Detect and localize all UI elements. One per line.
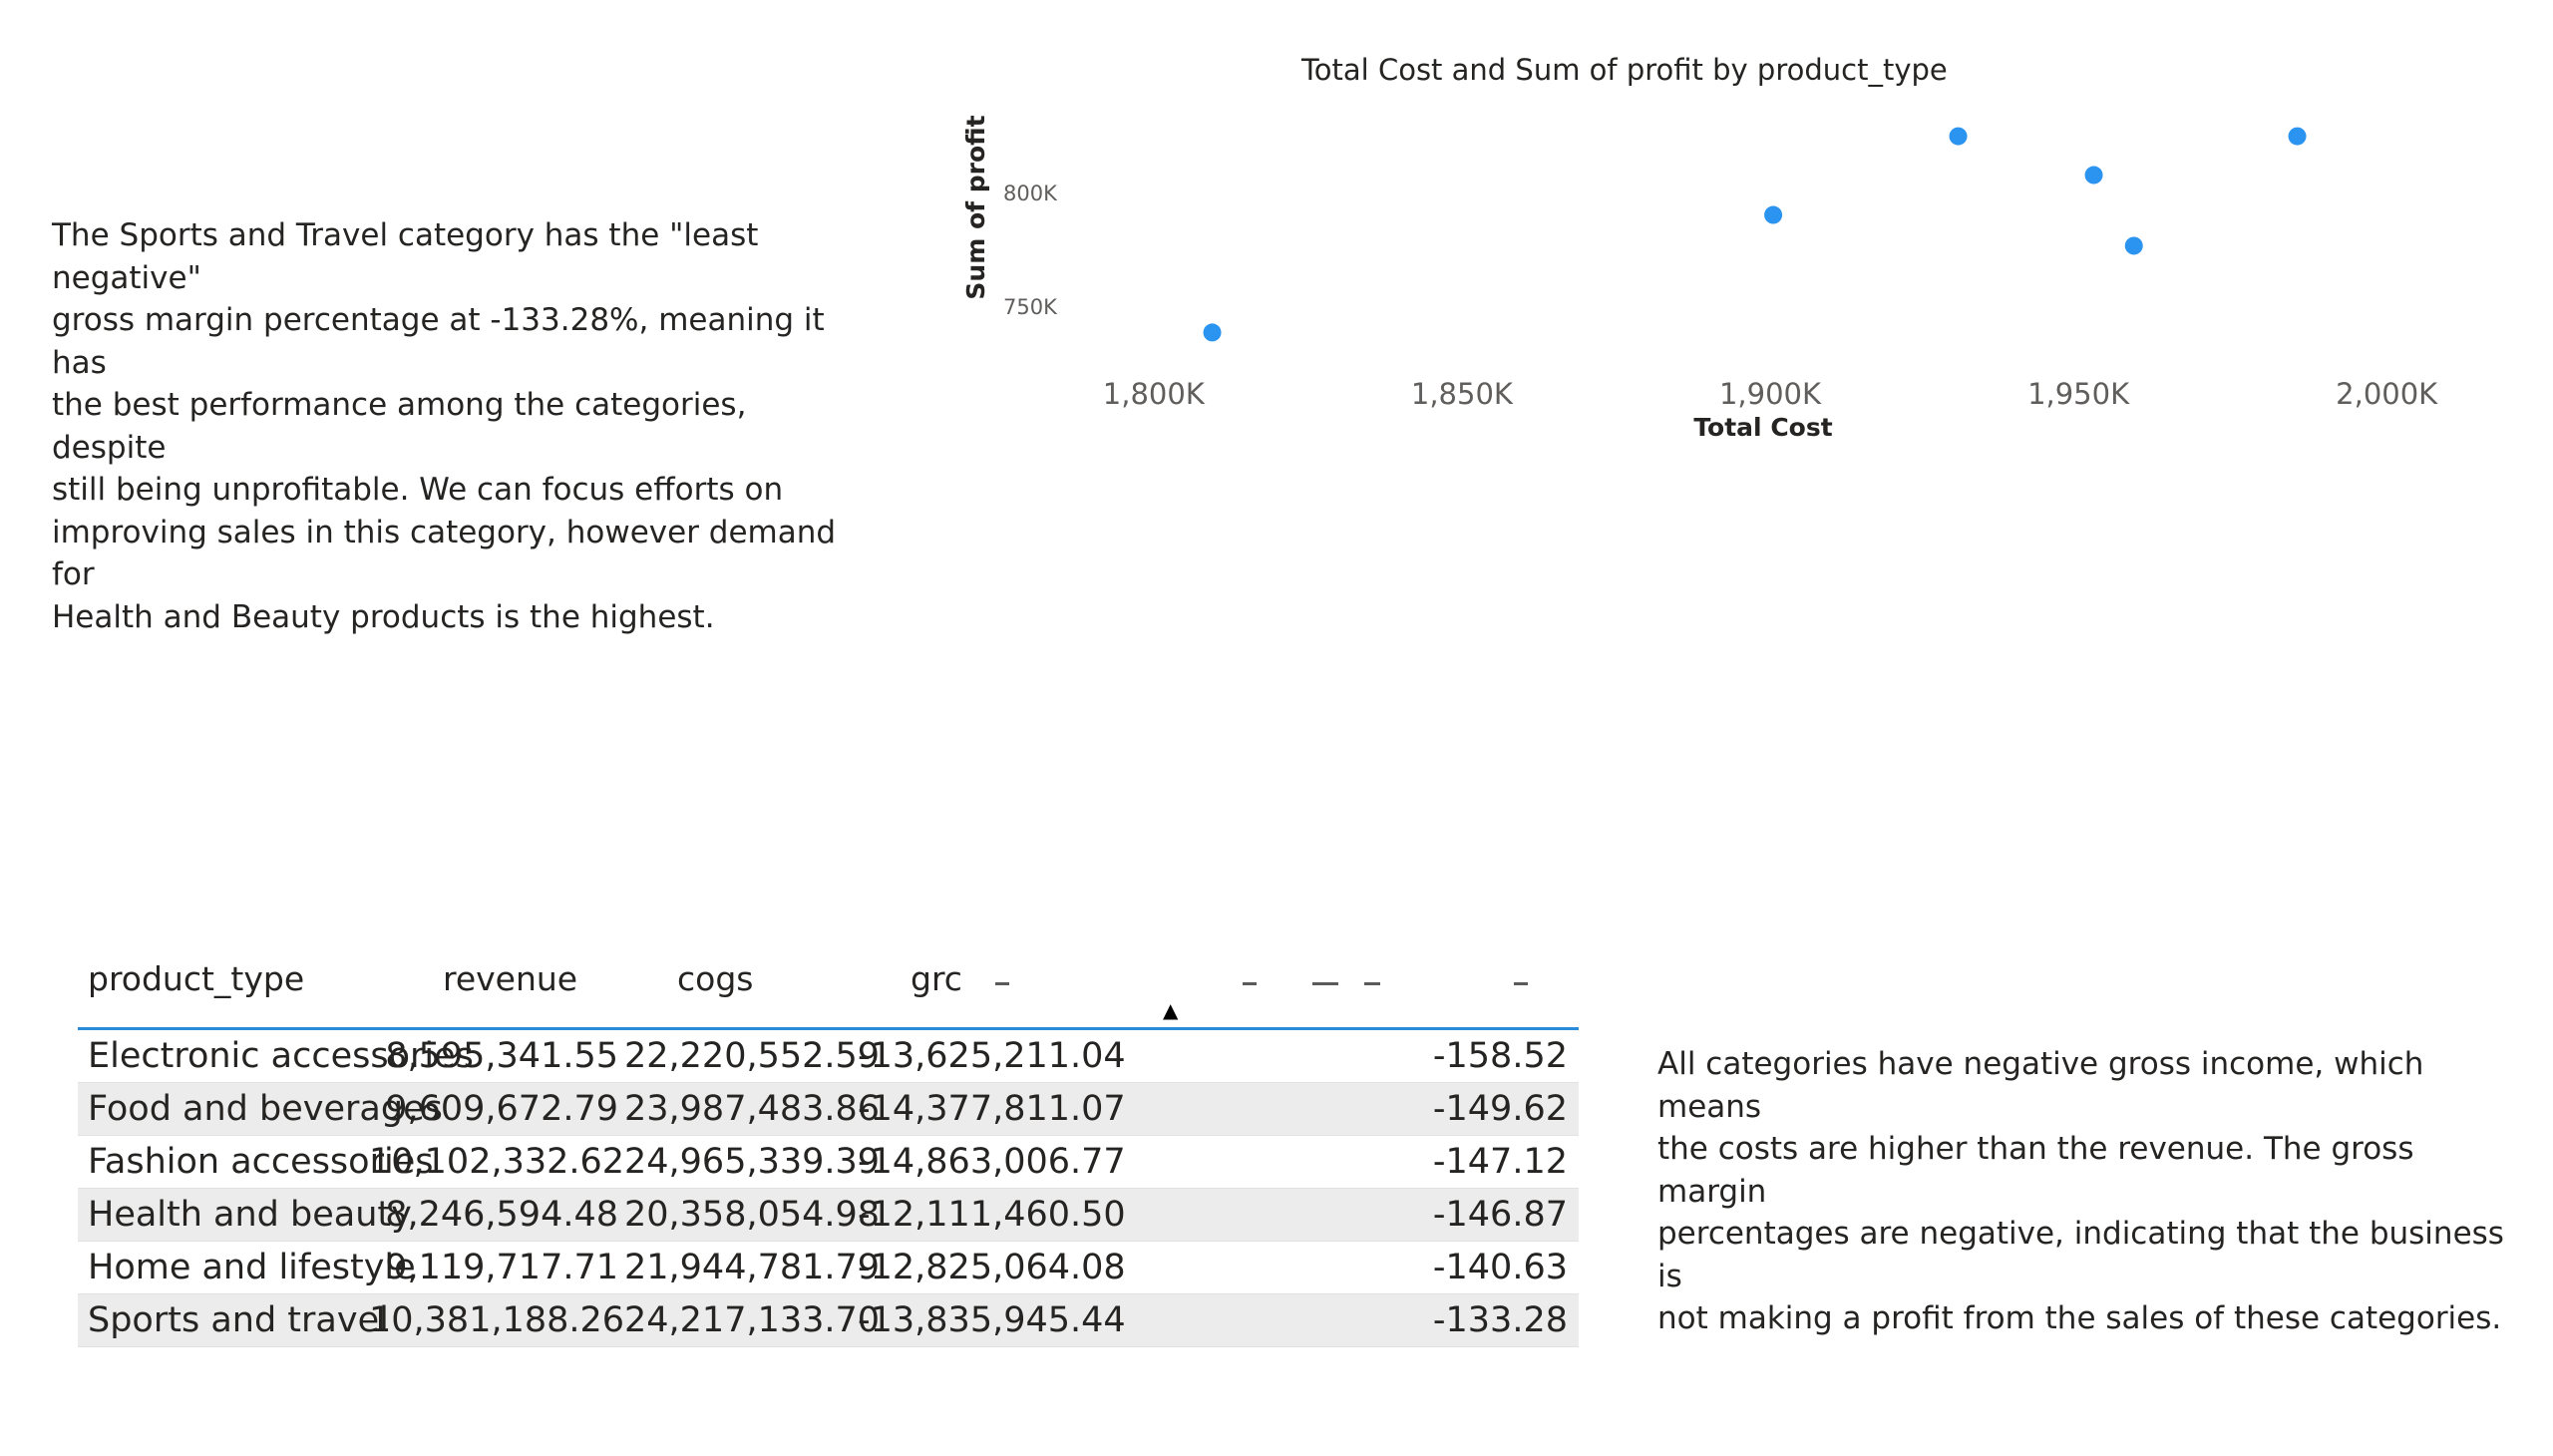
cell-revenue: 8,595,341.55 bbox=[385, 1036, 618, 1076]
cell-gross-margin-pct: -149.62 bbox=[1432, 1089, 1568, 1129]
table-row[interactable]: Sports and travel 10,381,188.26 24,217,133… bbox=[78, 1294, 1579, 1347]
cell-product-type: Home and lifestyle bbox=[88, 1248, 416, 1287]
y-axis-label: Sum of profit bbox=[961, 115, 990, 299]
table-row[interactable]: Electronic accessories 8,595,341.55 22,220… bbox=[78, 1030, 1579, 1083]
data-point[interactable] bbox=[2288, 127, 2307, 146]
cell-cogs: 23,987,483.86 bbox=[624, 1089, 881, 1129]
table-row[interactable]: Food and beverages 9,609,672.79 23,987,483… bbox=[78, 1083, 1579, 1136]
cell-grc: -13,835,945.44 bbox=[858, 1300, 1126, 1340]
cell-cogs: 20,358,054.98 bbox=[624, 1195, 881, 1235]
truncated-header-fragment bbox=[1312, 982, 1338, 985]
cell-gross-margin-pct: -140.63 bbox=[1432, 1248, 1568, 1287]
cell-cogs: 21,944,781.79 bbox=[624, 1248, 881, 1287]
product-table: product_type revenue cogs grc ▲ Electron… bbox=[78, 947, 1579, 1347]
cell-revenue: 9,609,672.79 bbox=[385, 1089, 618, 1129]
y-tick-label: 750K bbox=[1003, 295, 1058, 319]
data-point[interactable] bbox=[2084, 166, 2103, 184]
table-body: Electronic accessories 8,595,341.55 22,220… bbox=[78, 1030, 1579, 1347]
sort-ascending-icon[interactable]: ▲ bbox=[1163, 998, 1179, 1022]
table-header-row: product_type revenue cogs grc ▲ bbox=[78, 947, 1579, 1030]
x-axis-label: Total Cost bbox=[1693, 413, 1832, 442]
x-tick-label: 2,000K bbox=[2336, 377, 2438, 411]
x-tick-label: 1,850K bbox=[1411, 377, 1514, 411]
cell-gross-margin-pct: -147.12 bbox=[1432, 1142, 1568, 1182]
cell-gross-margin-pct: -158.52 bbox=[1432, 1036, 1568, 1076]
data-point[interactable] bbox=[1764, 205, 1783, 224]
table-row[interactable]: Home and lifestyle 9,119,717.71 21,944,781… bbox=[78, 1242, 1579, 1294]
cell-grc: -12,825,064.08 bbox=[858, 1248, 1126, 1287]
cell-product-type: Sports and travel bbox=[88, 1300, 389, 1340]
header-revenue[interactable]: revenue bbox=[443, 959, 578, 998]
cell-product-type: Electronic accessories bbox=[88, 1036, 474, 1076]
cell-grc: -14,377,811.07 bbox=[858, 1089, 1126, 1129]
truncated-header-fragment bbox=[1243, 982, 1257, 985]
cell-product-type: Health and beauty bbox=[88, 1195, 412, 1235]
truncated-header-fragment bbox=[1364, 982, 1380, 985]
cell-cogs: 24,217,133.70 bbox=[624, 1300, 881, 1340]
cell-gross-margin-pct: -133.28 bbox=[1432, 1300, 1568, 1340]
cell-revenue: 8,246,594.48 bbox=[385, 1195, 618, 1235]
cell-revenue: 10,381,188.26 bbox=[369, 1300, 625, 1340]
cell-gross-margin-pct: -146.87 bbox=[1432, 1195, 1568, 1235]
cell-product-type: Fashion accessories bbox=[88, 1142, 434, 1182]
truncated-header-fragment bbox=[1514, 982, 1528, 985]
cell-cogs: 24,965,339.39 bbox=[624, 1142, 881, 1182]
header-grc[interactable]: grc bbox=[911, 959, 962, 998]
cell-cogs: 22,220,552.59 bbox=[624, 1036, 881, 1076]
cell-grc: -14,863,006.77 bbox=[858, 1142, 1126, 1182]
table-row[interactable]: Health and beauty 8,246,594.48 20,358,054.… bbox=[78, 1189, 1579, 1242]
data-point[interactable] bbox=[1203, 323, 1222, 342]
truncated-header-fragment bbox=[995, 982, 1009, 985]
chart-title: Total Cost and Sum of profit by product_… bbox=[1300, 53, 1948, 87]
header-product-type[interactable]: product_type bbox=[88, 959, 305, 998]
cell-product-type: Food and beverages bbox=[88, 1089, 443, 1129]
cell-revenue: 10,102,332.62 bbox=[369, 1142, 625, 1182]
table-row[interactable]: Fashion accessories 10,102,332.62 24,965,3… bbox=[78, 1136, 1579, 1189]
x-tick-label: 1,800K bbox=[1103, 377, 1206, 411]
cell-grc: -12,111,460.50 bbox=[858, 1195, 1126, 1235]
cell-grc: -13,625,211.04 bbox=[858, 1036, 1126, 1076]
cell-revenue: 9,119,717.71 bbox=[385, 1248, 618, 1287]
data-point[interactable] bbox=[1949, 127, 1968, 146]
header-cogs[interactable]: cogs bbox=[677, 959, 754, 998]
scatter-chart[interactable]: Total Cost and Sum of profit by product_… bbox=[937, 40, 2513, 678]
y-tick-label: 800K bbox=[1003, 182, 1058, 205]
insight-text-right: All categories have negative gross incom… bbox=[1657, 1046, 2504, 1336]
x-tick-label: 1,900K bbox=[1719, 377, 1822, 411]
insight-text-left: The Sports and Travel category has the "… bbox=[52, 217, 837, 635]
data-point[interactable] bbox=[2124, 236, 2143, 255]
x-tick-label: 1,950K bbox=[2027, 377, 2130, 411]
